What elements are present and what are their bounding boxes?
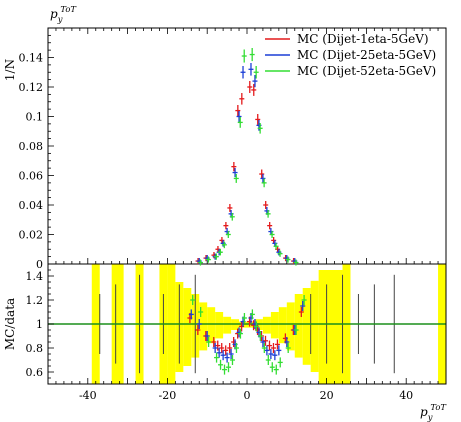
y-tick-label: 0.14 bbox=[19, 52, 44, 65]
x-tick-label: 20 bbox=[320, 389, 334, 402]
uncertainty-band-bin bbox=[215, 312, 224, 339]
uncertainty-band-bin bbox=[199, 302, 208, 351]
uncertainty-band-bin bbox=[207, 307, 216, 344]
uncertainty-band-bin bbox=[318, 270, 343, 384]
y-tick-label: 0 bbox=[36, 258, 43, 271]
y-tick-label: 0.06 bbox=[19, 170, 44, 183]
uncertainty-band-bin bbox=[223, 316, 232, 334]
y-tick-label: 0.08 bbox=[19, 140, 44, 153]
uncertainty-band-bin bbox=[270, 312, 279, 339]
legend-label: MC (Dijet-25eta-5GeV) bbox=[297, 48, 436, 62]
x-tick-label: 40 bbox=[399, 389, 413, 402]
legend-label: MC (Dijet-1eta-5GeV) bbox=[297, 32, 429, 46]
y-tick-label: 0.6 bbox=[26, 366, 44, 379]
y-tick-label: 0.04 bbox=[19, 199, 44, 212]
y-axis-label: 1/N bbox=[3, 59, 17, 81]
ratio-y-axis-label: MC/data bbox=[3, 298, 17, 350]
x-tick-label: 0 bbox=[244, 389, 251, 402]
uncertainty-band-bin bbox=[294, 294, 303, 358]
uncertainty-band-bin bbox=[286, 302, 295, 351]
x-tick-label: -20 bbox=[159, 389, 177, 402]
uncertainty-band-bin bbox=[302, 288, 311, 365]
x-tick-label: -40 bbox=[79, 389, 97, 402]
corner-label: pyToT bbox=[50, 4, 77, 24]
uncertainty-band-bin bbox=[262, 316, 271, 334]
y-tick-label: 1.2 bbox=[26, 294, 44, 307]
legend-label: MC (Dijet-52eta-5GeV) bbox=[297, 64, 436, 78]
y-tick-label: 0.8 bbox=[26, 342, 44, 355]
y-tick-label: 1 bbox=[36, 318, 43, 331]
uncertainty-band-bin bbox=[310, 280, 319, 372]
y-tick-label: 0.12 bbox=[19, 81, 44, 94]
y-tick-label: 0.02 bbox=[19, 229, 44, 242]
x-axis-label: pyToT bbox=[420, 402, 447, 422]
y-tick-label: 1.4 bbox=[26, 270, 44, 283]
y-tick-label: 0.1 bbox=[26, 111, 44, 124]
uncertainty-band-bin bbox=[278, 307, 287, 344]
uncertainty-band-bin bbox=[183, 288, 192, 366]
